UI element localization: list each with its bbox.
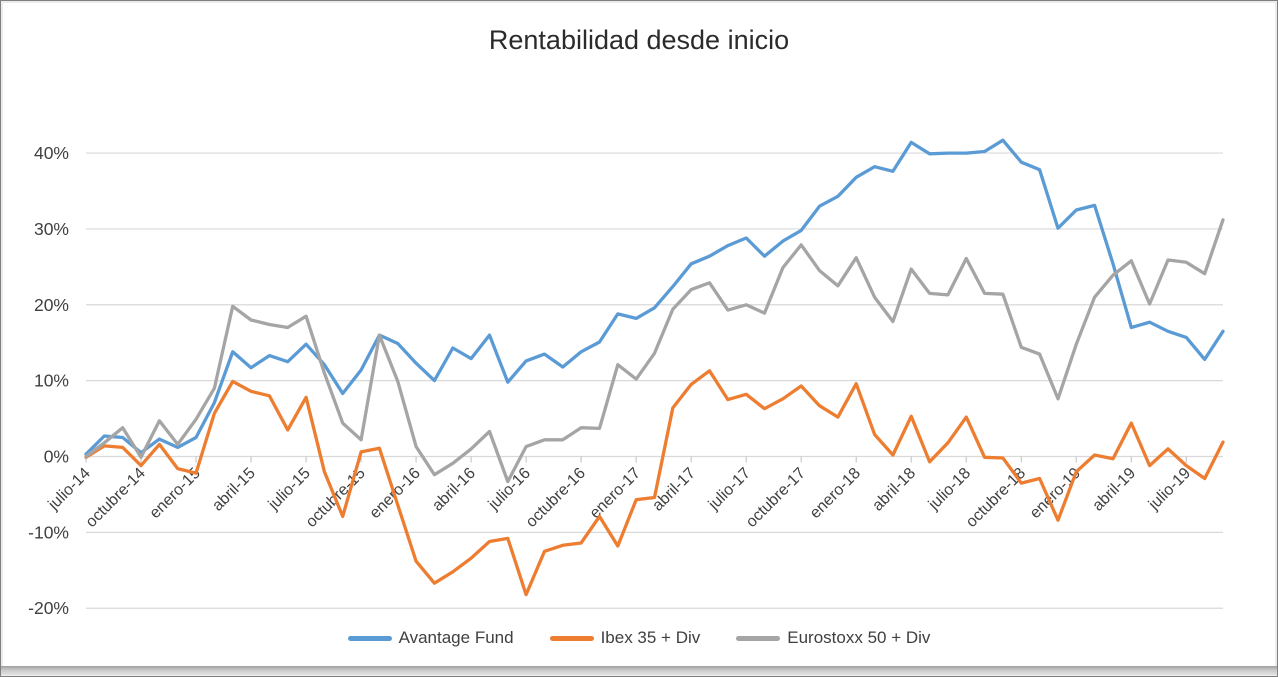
y-axis-label: 0% <box>44 447 69 467</box>
y-axis-label: 10% <box>34 371 69 391</box>
x-axis-label: julio-19 <box>1145 465 1194 514</box>
x-axis-label: abril-15 <box>209 465 259 515</box>
x-axis-label: octubre-14 <box>83 465 149 531</box>
y-axis-label: -10% <box>28 522 69 542</box>
series-line-avantage-fund <box>84 138 1225 456</box>
legend-label: Avantage Fund <box>398 628 514 647</box>
y-axis-label: 20% <box>34 295 69 315</box>
series-line-ibex-35-div <box>84 369 1225 597</box>
x-axis-label: julio-15 <box>265 465 314 514</box>
legend-item-ibex-35-div: Ibex 35 + Div <box>549 628 701 648</box>
legend-item-avantage-fund: Avantage Fund <box>347 628 514 648</box>
legend: Avantage Fund Ibex 35 + Div Eurostoxx 50… <box>1 628 1277 648</box>
x-axis-label: julio-17 <box>705 465 754 514</box>
window-bottom-edge <box>1 666 1277 675</box>
legend-label: Ibex 35 + Div <box>600 628 701 647</box>
x-axis-label: julio-14 <box>45 465 94 514</box>
chart-title: Rentabilidad desde inicio <box>488 25 790 55</box>
x-axis-label: octubre-17 <box>743 465 809 531</box>
x-axis-label: julio-18 <box>925 465 974 514</box>
avantage-fund-line-swatch-icon <box>347 635 392 641</box>
ibex-35-div-line-swatch-icon <box>549 635 594 641</box>
x-axis-label: abril-19 <box>1089 465 1139 515</box>
x-axis-label: octubre-16 <box>523 465 589 531</box>
x-axis-label: julio-16 <box>485 465 534 514</box>
legend-item-eurostoxx-50-div: Eurostoxx 50 + Div <box>736 628 930 648</box>
series-line-eurostoxx-50-div <box>84 218 1225 484</box>
x-axis-label: octubre-18 <box>963 465 1029 531</box>
x-axis-label: enero-17 <box>587 465 644 522</box>
y-axis-label: -20% <box>28 598 69 618</box>
x-axis-label: abril-18 <box>869 465 919 515</box>
x-axis-label: enero-18 <box>807 465 864 522</box>
eurostoxx-50-div-line-swatch-icon <box>736 635 781 641</box>
y-axis-label: 40% <box>34 143 69 163</box>
y-axis-label: 30% <box>34 219 69 239</box>
legend-label: Eurostoxx 50 + Div <box>787 628 931 647</box>
